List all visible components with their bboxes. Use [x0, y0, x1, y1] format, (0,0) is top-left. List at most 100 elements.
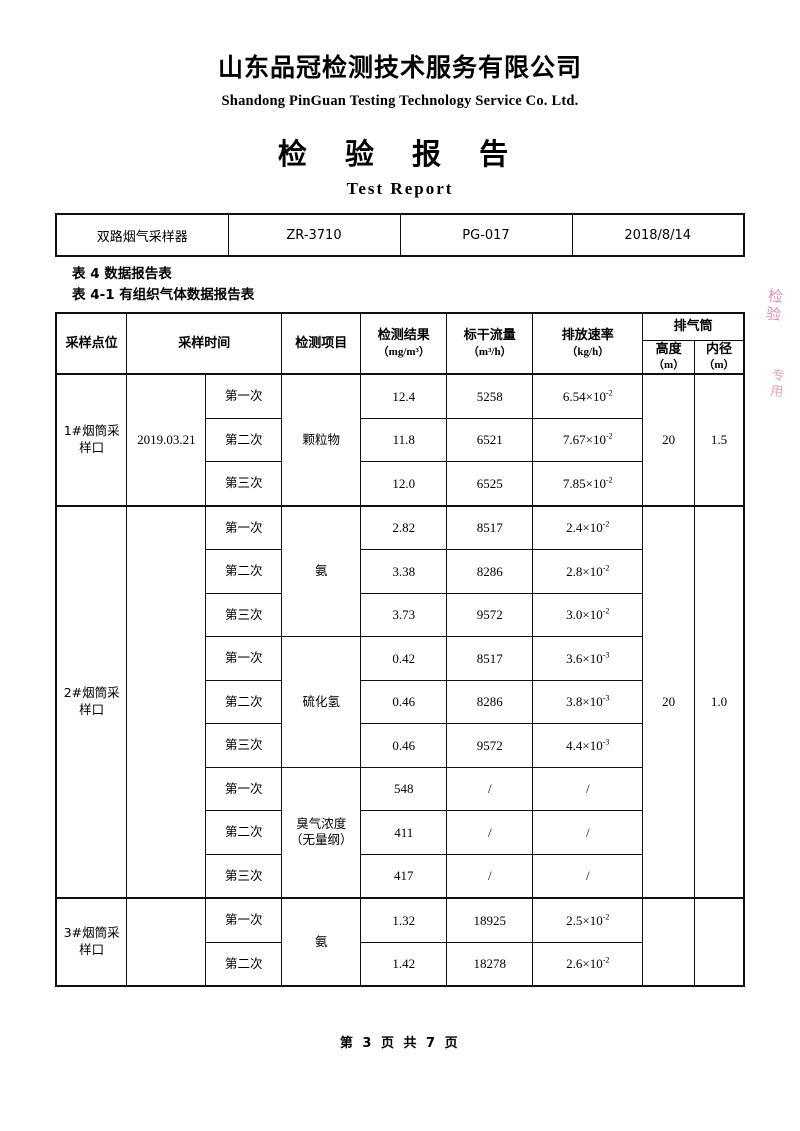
emission-rate-cell: 3.6×10-3: [532, 636, 644, 681]
header-sampling-time: 采样时间: [126, 312, 283, 375]
table-row: 第二次 0.46 8286 3.8×10-3: [56, 679, 744, 725]
stack-diameter-cell: [693, 897, 745, 987]
table-row: 第二次 3.38 8286 2.8×10-2: [56, 549, 744, 594]
emission-rate-cell: 7.67×10-2: [532, 417, 644, 463]
header-stack-diameter-label: 内径: [705, 341, 732, 357]
test-result-cell: 11.8: [360, 417, 448, 463]
table-row: 第一次 臭气浓度 （无量纲） 548//: [56, 766, 744, 899]
emission-rate-cell: 4.4×10-3: [532, 723, 644, 768]
emission-rate-cell: /: [532, 766, 644, 812]
emission-rate-cell: 7.85×10-2: [532, 461, 644, 507]
header-standard-flow-label: 标干流量: [463, 328, 516, 344]
test-result-cell: 417: [360, 853, 448, 899]
sampling-sequence-cell: 第三次: [205, 723, 283, 768]
sampling-sequence-cell: 第二次: [205, 549, 283, 594]
report-title-cn: 检 验 报 告: [277, 137, 523, 171]
stack-height-cell: 20: [642, 373, 695, 507]
header-emission-rate: 排放速率 （kg/h）: [532, 312, 644, 375]
sampling-date-cell: [126, 897, 207, 987]
sampling-sequence-cell: 第一次: [205, 766, 283, 812]
sampling-sequence-cell: 第一次: [205, 373, 283, 419]
table-header-row-1: 采样点位 采样时间 检测项目 检测结果 （mg/m³） 标干流量 （m³/h） …: [55, 312, 745, 375]
stack-height-cell: 20: [642, 504, 695, 899]
emission-rate-cell: /: [532, 810, 644, 855]
test-result-cell: 3.73: [360, 592, 448, 638]
standard-flow-cell: /: [446, 853, 534, 899]
table-row: 1#烟筒采样口 2019.03.21 第一次 颗粒物 12.4 5258 6.54×10-2…: [55, 373, 745, 507]
company-name-cn: 山东品冠检测技术服务有限公司: [217, 53, 582, 82]
test-result-cell: 12.0: [360, 461, 448, 507]
table-row: 第三次 3.73 9572 3.0×10-2: [56, 592, 744, 638]
header-test-result-label: 检测结果: [377, 328, 430, 344]
standard-flow-cell: 8517: [446, 504, 534, 551]
organized-gas-data-table: 采样点位 采样时间 检测项目 检测结果 （mg/m³） 标干流量 （m³/h） …: [55, 311, 745, 988]
standard-flow-cell: 9572: [446, 723, 534, 768]
standard-flow-cell: 18925: [446, 897, 534, 943]
stamp-mark-icon: 检验: [763, 287, 785, 325]
data-table-body: 1#烟筒采样口 2019.03.21 第一次 颗粒物 12.4 5258 6.54×10-2…: [55, 373, 745, 987]
standard-flow-cell: 5258: [446, 373, 534, 419]
test-result-cell: 548: [360, 766, 448, 812]
test-result-cell: 0.46: [360, 723, 448, 768]
standard-flow-cell: 8286: [446, 549, 534, 594]
test-result-cell: 1.42: [360, 941, 448, 987]
emission-rate-cell: /: [532, 853, 644, 899]
test-result-cell: 1.32: [360, 897, 448, 943]
header-stack: 排气筒: [642, 312, 745, 341]
sampling-sequence-cell: 第三次: [205, 461, 283, 507]
sampling-sequence-cell: 第三次: [205, 853, 283, 899]
sampling-point-cell: 3#烟筒采样口: [55, 897, 128, 987]
standard-flow-cell: 9572: [446, 592, 534, 638]
emission-rate-cell: 2.4×10-2: [532, 504, 644, 551]
header-standard-flow: 标干流量 （m³/h）: [446, 312, 534, 375]
report-title-en: Test Report: [346, 179, 454, 198]
stack-diameter-cell: 1.0: [693, 504, 745, 899]
table-row: 第二次 411//: [56, 810, 744, 855]
header-test-result: 检测结果 （mg/m³）: [360, 312, 448, 375]
caption-table-4: 表 4 数据报告表: [72, 266, 172, 282]
emission-rate-cell: 2.8×10-2: [532, 549, 644, 594]
emission-rate-cell: 2.5×10-2: [532, 897, 644, 943]
test-item-cell: 颗粒物: [281, 373, 362, 507]
header-test-result-unit: （mg/m³）: [377, 345, 430, 358]
emission-rate-cell: 3.8×10-3: [532, 679, 644, 725]
table-header-row-2: 高度 （m） 内径 （m）: [56, 339, 745, 375]
company-name-en: Shandong PinGuan Testing Technology Serv…: [221, 93, 579, 109]
sampling-point-cell: 2#烟筒采样口: [55, 504, 128, 899]
table-row: 第三次 417//: [56, 853, 744, 899]
emission-rate-cell: 3.0×10-2: [532, 592, 644, 638]
standard-flow-cell: /: [446, 766, 534, 812]
standard-flow-cell: 8517: [446, 636, 534, 681]
standard-flow-cell: 18278: [446, 941, 534, 987]
standard-flow-cell: /: [446, 810, 534, 855]
header-stack-diameter-unit: （m）: [703, 359, 735, 372]
standard-flow-cell: 6521: [446, 417, 534, 463]
header-stack-height-label: 高度: [655, 341, 682, 357]
header-emission-rate-unit: （kg/h）: [566, 345, 610, 358]
sampling-sequence-cell: 第一次: [205, 897, 283, 943]
header-stack-diameter: 内径 （m）: [693, 339, 745, 375]
sampling-sequence-cell: 第二次: [205, 417, 283, 463]
sampling-sequence-cell: 第二次: [205, 810, 283, 855]
stack-height-cell: [642, 897, 695, 987]
data-table-wrap: 采样点位 采样时间 检测项目 检测结果 （mg/m³） 标干流量 （m³/h） …: [0, 311, 800, 988]
table-row: 双路烟气采样器 ZR-3710 PG-017 2018/8/14: [56, 214, 744, 256]
test-item-cell: 硫化氢: [281, 636, 362, 768]
header-test-item: 检测项目: [281, 312, 362, 375]
emission-rate-cell: 2.6×10-2: [532, 941, 644, 987]
header-emission-rate-label: 排放速率: [561, 328, 614, 344]
sampling-sequence-cell: 第二次: [205, 679, 283, 725]
table-row: 第二次 1.42 18278 2.6×10-2: [56, 941, 744, 987]
header-stack-height: 高度 （m）: [642, 339, 695, 375]
table-row: 第二次 11.8 6521 7.67×10-2: [56, 417, 744, 463]
sampling-sequence-cell: 第一次: [205, 504, 283, 551]
test-result-cell: 411: [360, 810, 448, 855]
test-item-cell: 氨: [281, 504, 362, 638]
standard-flow-cell: 8286: [446, 679, 534, 725]
header-stack-height-unit: （m）: [653, 359, 685, 372]
table-row: 第三次 12.0 6525 7.85×10-2: [56, 461, 744, 507]
test-result-cell: 0.42: [360, 636, 448, 681]
sampling-sequence-cell: 第一次: [205, 636, 283, 681]
caption-table-4-1: 表 4-1 有组织气体数据报告表: [72, 286, 255, 303]
